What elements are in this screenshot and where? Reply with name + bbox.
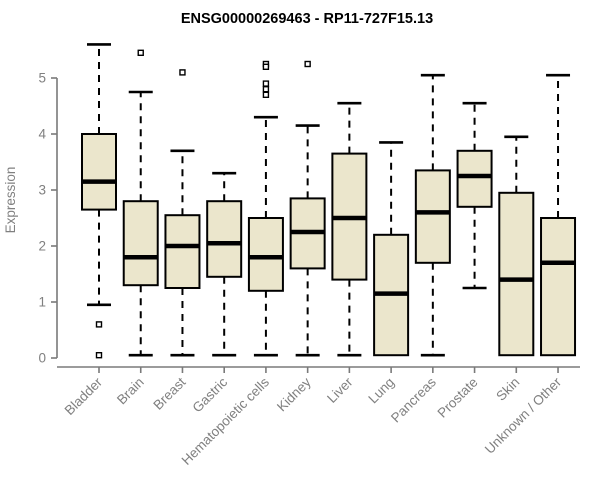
x-label-prostate: Prostate [435, 375, 481, 421]
x-label-lung: Lung [365, 375, 397, 407]
y-axis-title: Expression [3, 167, 18, 234]
boxes-layer [81, 43, 577, 359]
outlier-kidney-0 [304, 60, 311, 68]
x-label-skin: Skin [493, 375, 522, 404]
y-tick-label-4: 4 [38, 127, 46, 142]
y-tick-label-2: 2 [38, 239, 46, 254]
x-label-breast: Breast [150, 374, 188, 412]
y-tick-label-0: 0 [38, 351, 46, 366]
box-bladder [81, 133, 117, 211]
y-tick-label-5: 5 [38, 71, 46, 86]
chart-title: ENSG00000269463 - RP11-727F15.13 [181, 11, 433, 27]
x-label-gastric: Gastric [189, 374, 230, 415]
x-label-brain: Brain [114, 375, 147, 408]
x-label-bladder: Bladder [62, 374, 106, 418]
box-hematopoietic-cells [247, 217, 284, 292]
x-label-liver: Liver [324, 374, 356, 406]
box-gastric [206, 200, 243, 278]
outlier-hematopoietic-cells-3 [262, 85, 270, 93]
y-tick-label-1: 1 [38, 295, 46, 310]
outlier-hematopoietic-cells-1 [262, 63, 270, 71]
outlier-brain-0 [137, 49, 144, 56]
outlier-bladder-1 [95, 352, 103, 359]
outlier-bladder-0 [95, 321, 103, 328]
y-tick-label-3: 3 [38, 183, 46, 198]
box-skin [498, 191, 535, 357]
outlier-hematopoietic-cells-2 [262, 80, 270, 87]
x-label-pancreas: Pancreas [388, 374, 439, 425]
outlier-hematopoietic-cells-4 [262, 91, 270, 99]
box-breast [164, 214, 201, 289]
box-unknown-other [540, 217, 577, 357]
box-brain [122, 200, 159, 287]
box-prostate [456, 149, 493, 208]
x-label-kidney: Kidney [274, 374, 314, 414]
x-label-unknown-other: Unknown / Other [482, 374, 565, 457]
outlier-breast-0 [179, 69, 186, 76]
box-pancreas [414, 169, 451, 264]
